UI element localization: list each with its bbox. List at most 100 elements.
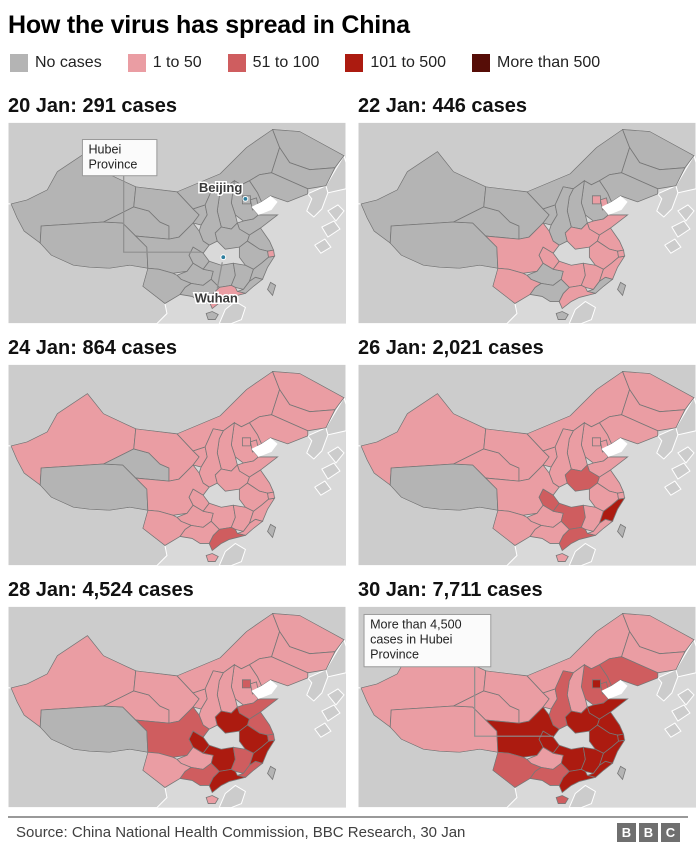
province-yunnan [492, 267, 542, 304]
foreign-land [677, 204, 695, 222]
province-liaoning [598, 656, 659, 687]
province-yunnan [492, 751, 542, 788]
bohai-bay [601, 679, 628, 699]
foreign-land [306, 185, 329, 218]
bohai-bay [601, 195, 628, 215]
legend: No cases 1 to 50 51 to 100 101 to 500 Mo… [10, 54, 688, 72]
foreign-land [218, 542, 247, 566]
bbc-logo-block: B [617, 823, 636, 842]
map-panel-26-jan: 26 Jan: 2,021 cases [358, 324, 696, 566]
beijing-label: Beijing [199, 180, 243, 195]
foreign-land [677, 446, 695, 464]
foreign-land [314, 480, 332, 496]
china-choropleth-svg [8, 364, 346, 566]
province-taiwan [617, 281, 627, 297]
province-hainan [205, 795, 219, 804]
foreign-land [327, 688, 345, 706]
foreign-land [325, 638, 346, 678]
annotation-leader-line [123, 175, 202, 253]
foreign-land [321, 704, 341, 722]
province-yunnan [142, 751, 192, 788]
province-hainan [205, 553, 219, 562]
foreign-land [656, 669, 679, 702]
beijing-city-marker [242, 195, 249, 202]
province-liaoning [598, 414, 659, 445]
bohai-bay [251, 437, 278, 457]
annotation-box [81, 139, 158, 177]
province-shanghai [267, 733, 276, 742]
china-map-20-jan: Beijing Wuhan Hubei Province [8, 122, 346, 324]
map-panel-24-jan: 24 Jan: 864 cases [8, 324, 346, 566]
footer: Source: China National Health Commission… [8, 816, 688, 842]
wuhan-label: Wuhan [195, 290, 238, 305]
china-choropleth-svg [358, 122, 696, 324]
bohai-bay [251, 195, 278, 215]
foreign-land [314, 722, 332, 738]
province-hainan [205, 311, 219, 320]
annotation-box [363, 613, 492, 668]
province-hainan [555, 553, 569, 562]
wuhan-leader-line [216, 262, 223, 289]
foreign-land [677, 688, 695, 706]
province-shanghai [267, 249, 276, 258]
legend-swatch-more-than-500 [472, 54, 490, 72]
wuhan-city-marker [220, 254, 227, 261]
province-taiwan [617, 523, 627, 539]
foreign-land [656, 427, 679, 460]
annotation-text-line: More than 4,500 [370, 618, 462, 632]
legend-item-no-cases: No cases [10, 54, 102, 72]
bbc-logo: B B C [617, 823, 680, 842]
province-shanghai [617, 733, 626, 742]
legend-swatch-101-to-500 [345, 54, 364, 72]
province-yunnan [492, 509, 542, 546]
legend-item-51-to-100: 51 to 100 [227, 54, 320, 72]
china-map-26-jan [358, 364, 696, 566]
foreign-land [568, 784, 597, 808]
panel-title: 20 Jan: 291 cases [8, 95, 178, 117]
china-map-24-jan [8, 364, 346, 566]
annotation-text-line: Province [370, 648, 419, 662]
foreign-land [664, 722, 682, 738]
foreign-land [306, 669, 329, 702]
foreign-land [664, 238, 682, 254]
map-panel-20-jan: 20 Jan: 291 cases Beijing Wuhan Hubei Provi… [8, 82, 346, 324]
province-hainan [555, 795, 569, 804]
bohai-bay [601, 437, 628, 457]
legend-label: No cases [35, 54, 102, 71]
annotation-text-line: Hubei [88, 143, 121, 157]
legend-label: 51 to 100 [252, 54, 320, 71]
map-panel-28-jan: 28 Jan: 4,524 cases [8, 566, 346, 808]
province-taiwan [267, 523, 277, 539]
legend-item-101-to-500: 101 to 500 [345, 54, 446, 72]
province-beijing [591, 437, 601, 447]
panel-title: 30 Jan: 7,711 cases [358, 579, 543, 601]
province-hainan [555, 311, 569, 320]
province-beijing [241, 679, 251, 689]
foreign-land [656, 185, 679, 218]
province-yunnan [142, 267, 192, 304]
legend-item-more-than-500: More than 500 [472, 54, 600, 72]
province-beijing [241, 437, 251, 447]
foreign-land [568, 300, 597, 324]
foreign-land [327, 446, 345, 464]
annotation-text-line: Province [88, 158, 137, 172]
province-shanghai [617, 249, 626, 258]
map-panel-30-jan: 30 Jan: 7,711 cases More than 4,500 cases… [358, 566, 696, 808]
legend-label: 101 to 500 [370, 54, 446, 71]
bohai-bay [251, 679, 278, 699]
province-liaoning [598, 172, 659, 203]
province-shanghai [267, 491, 276, 500]
foreign-land [671, 704, 691, 722]
panel-title: 28 Jan: 4,524 cases [8, 579, 194, 601]
foreign-land [306, 427, 329, 460]
china-map-22-jan [358, 122, 696, 324]
legend-swatch-no-cases [10, 54, 28, 72]
foreign-land [218, 784, 247, 808]
panel-title: 22 Jan: 446 cases [358, 95, 528, 117]
foreign-land [671, 462, 691, 480]
bbc-logo-block: B [639, 823, 658, 842]
foreign-land [325, 154, 346, 194]
legend-label: More than 500 [497, 54, 601, 71]
